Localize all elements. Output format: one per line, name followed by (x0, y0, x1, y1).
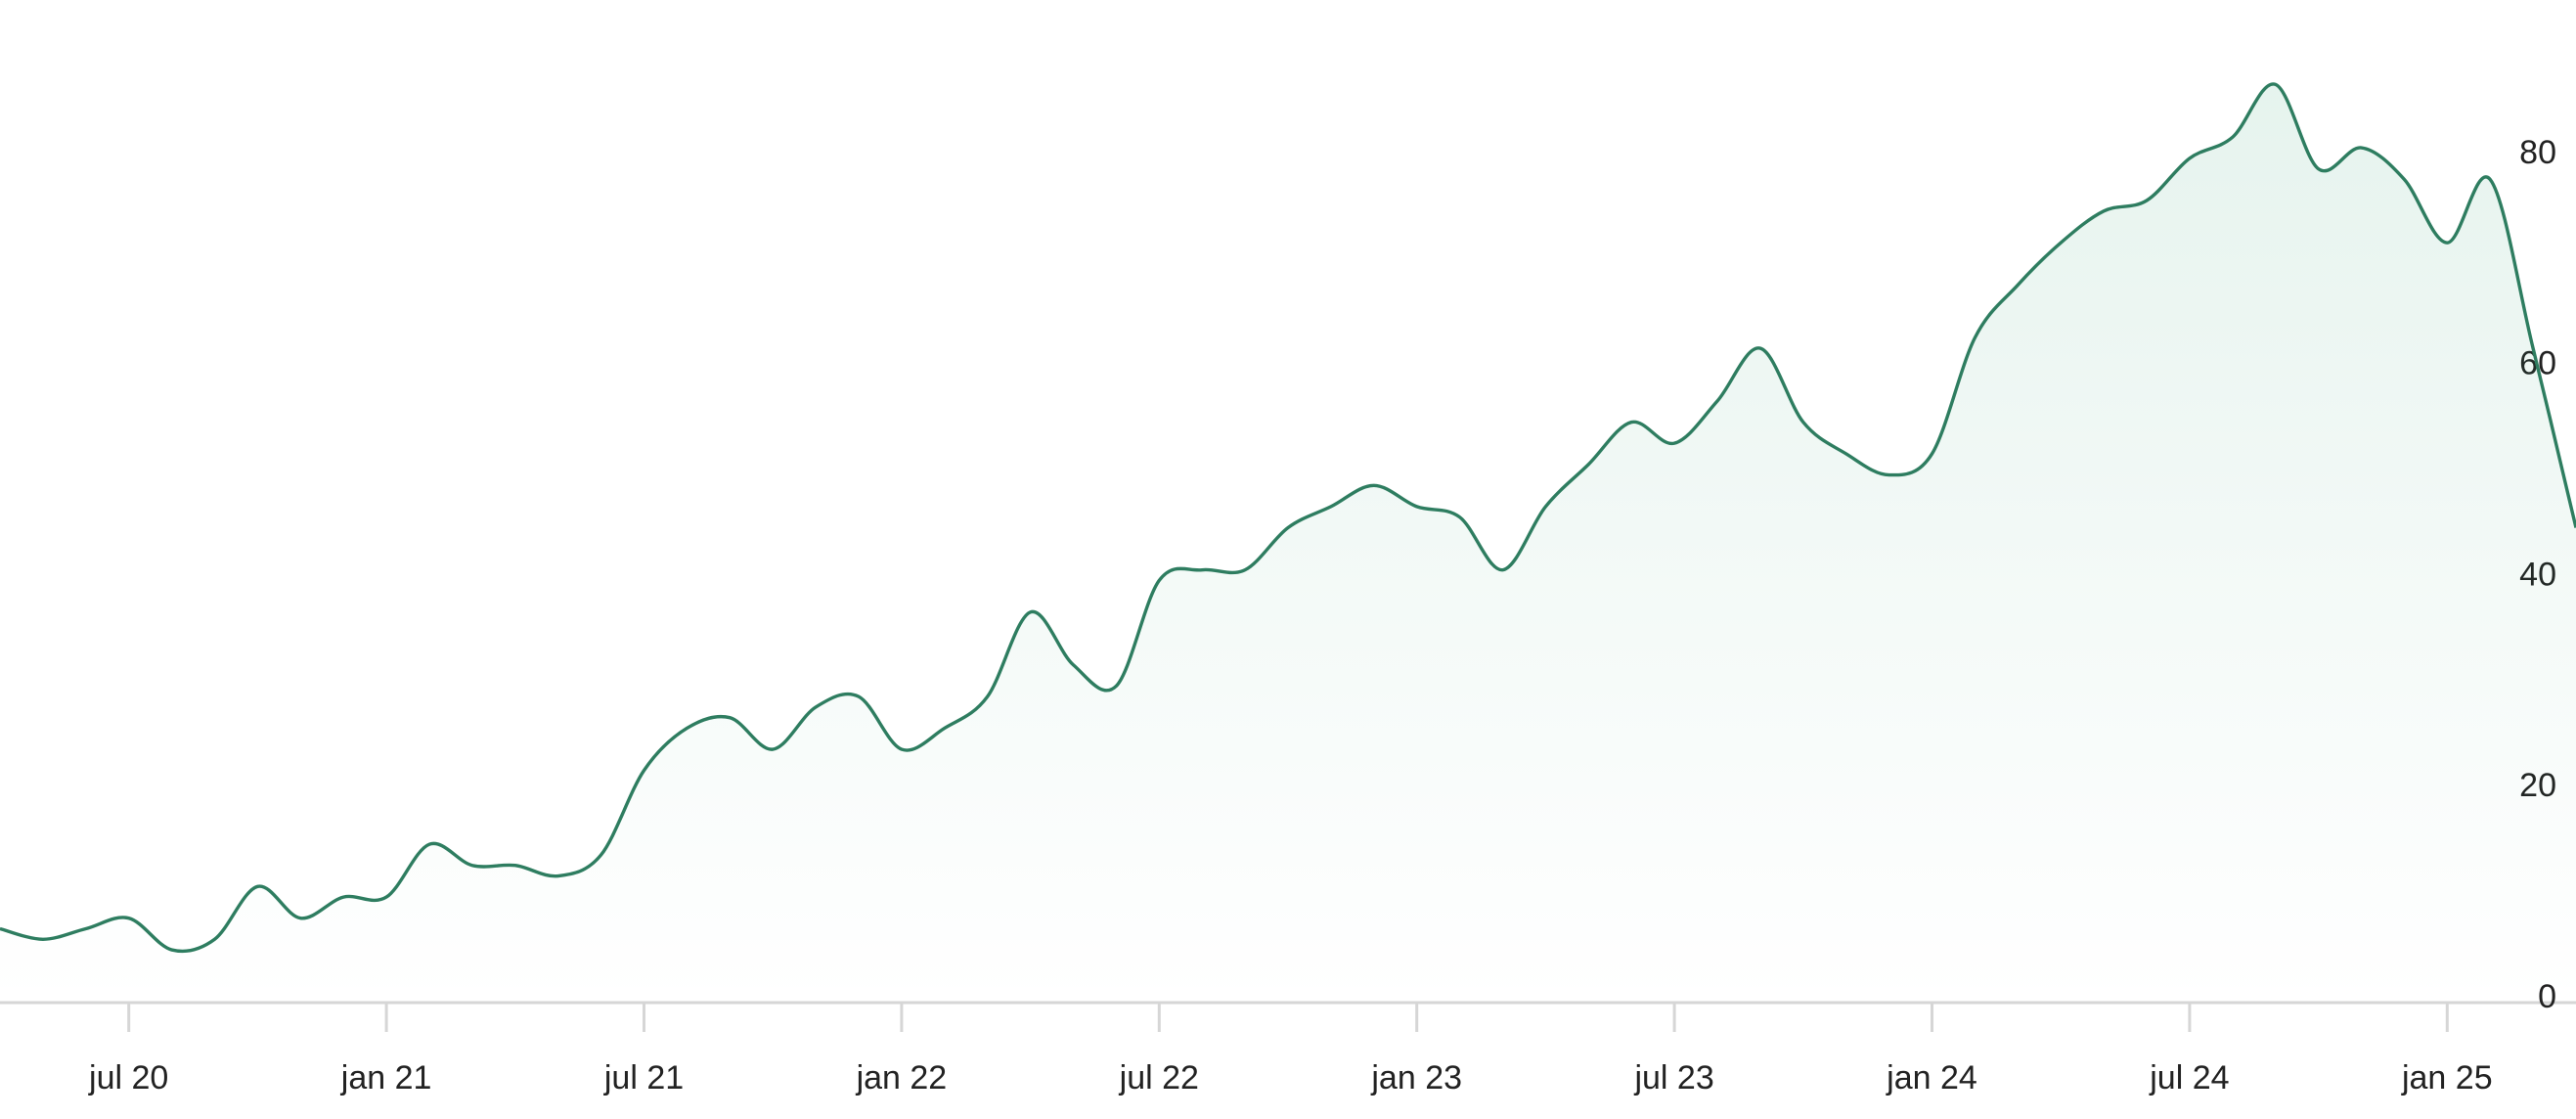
area-fill (0, 83, 2576, 1003)
x-tick-label: jul 23 (1633, 1059, 1713, 1097)
x-tick-label: jul 20 (88, 1059, 168, 1097)
x-tick-label: jan 22 (856, 1059, 948, 1097)
x-tick-label: jan 25 (2401, 1059, 2493, 1097)
x-tick-label: jan 24 (1886, 1059, 1977, 1097)
x-tick-label: jan 21 (340, 1059, 432, 1097)
y-tick-label: 80 (2519, 134, 2556, 171)
x-tick-label: jul 22 (1119, 1059, 1199, 1097)
x-tick-label: jan 23 (1370, 1059, 1462, 1097)
line (0, 82, 2576, 954)
x-tick-label: jul 21 (603, 1059, 684, 1097)
x-tick-label: jul 24 (2149, 1059, 2229, 1097)
